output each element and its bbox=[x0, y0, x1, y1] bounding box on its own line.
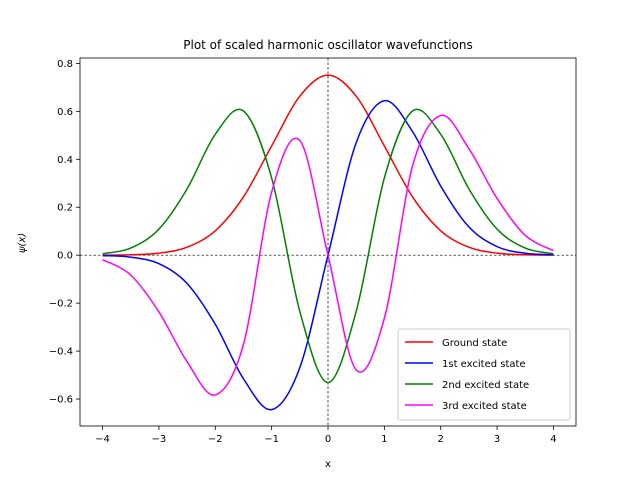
legend-label-first-excited-state: 1st excited state bbox=[442, 359, 526, 370]
legend-label-ground-state: Ground state bbox=[442, 338, 507, 349]
x-tick-label: −1 bbox=[264, 434, 279, 445]
y-tick-label: −0.4 bbox=[49, 347, 73, 358]
legend-label-third-excited-state: 3rd excited state bbox=[442, 401, 527, 412]
legend: Ground state 1st excited state 2nd excited… bbox=[397, 328, 571, 421]
series-line-second-excited-state bbox=[102, 108, 554, 384]
x-axis-label: x bbox=[325, 459, 331, 470]
y-tick-label: 0.2 bbox=[57, 203, 73, 214]
y-axis-ticks: −0.6 −0.4 −0.2 0.0 0.2 0.4 0.6 0.8 bbox=[49, 59, 80, 406]
y-tick-label: 0.6 bbox=[57, 107, 73, 118]
y-tick-label: −0.2 bbox=[49, 299, 73, 310]
chart-title: Plot of scaled harmonic oscillator wavef… bbox=[183, 38, 473, 52]
legend-label-second-excited-state: 2nd excited state bbox=[442, 380, 529, 391]
x-tick-label: 1 bbox=[381, 434, 387, 445]
x-tick-label: 4 bbox=[550, 434, 556, 445]
series-line-third-excited-state bbox=[102, 114, 554, 396]
x-tick-label: −2 bbox=[208, 434, 223, 445]
y-tick-label: 0.8 bbox=[57, 59, 73, 70]
y-tick-label: −0.6 bbox=[49, 395, 73, 406]
y-tick-label: 0.0 bbox=[57, 251, 73, 262]
x-tick-label: 0 bbox=[325, 434, 331, 445]
legend-box bbox=[397, 328, 571, 421]
y-tick-label: 0.4 bbox=[57, 155, 73, 166]
x-tick-label: 3 bbox=[494, 434, 500, 445]
x-axis-ticks: −4 −3 −2 −1 0 1 2 3 4 bbox=[95, 426, 557, 445]
y-axis-label: ψ(x) bbox=[17, 233, 28, 253]
x-tick-label: −3 bbox=[152, 434, 167, 445]
x-tick-label: −4 bbox=[95, 434, 110, 445]
plot-area bbox=[79, 57, 577, 427]
series-line-ground-state bbox=[102, 74, 554, 256]
x-tick-label: 2 bbox=[438, 434, 444, 445]
